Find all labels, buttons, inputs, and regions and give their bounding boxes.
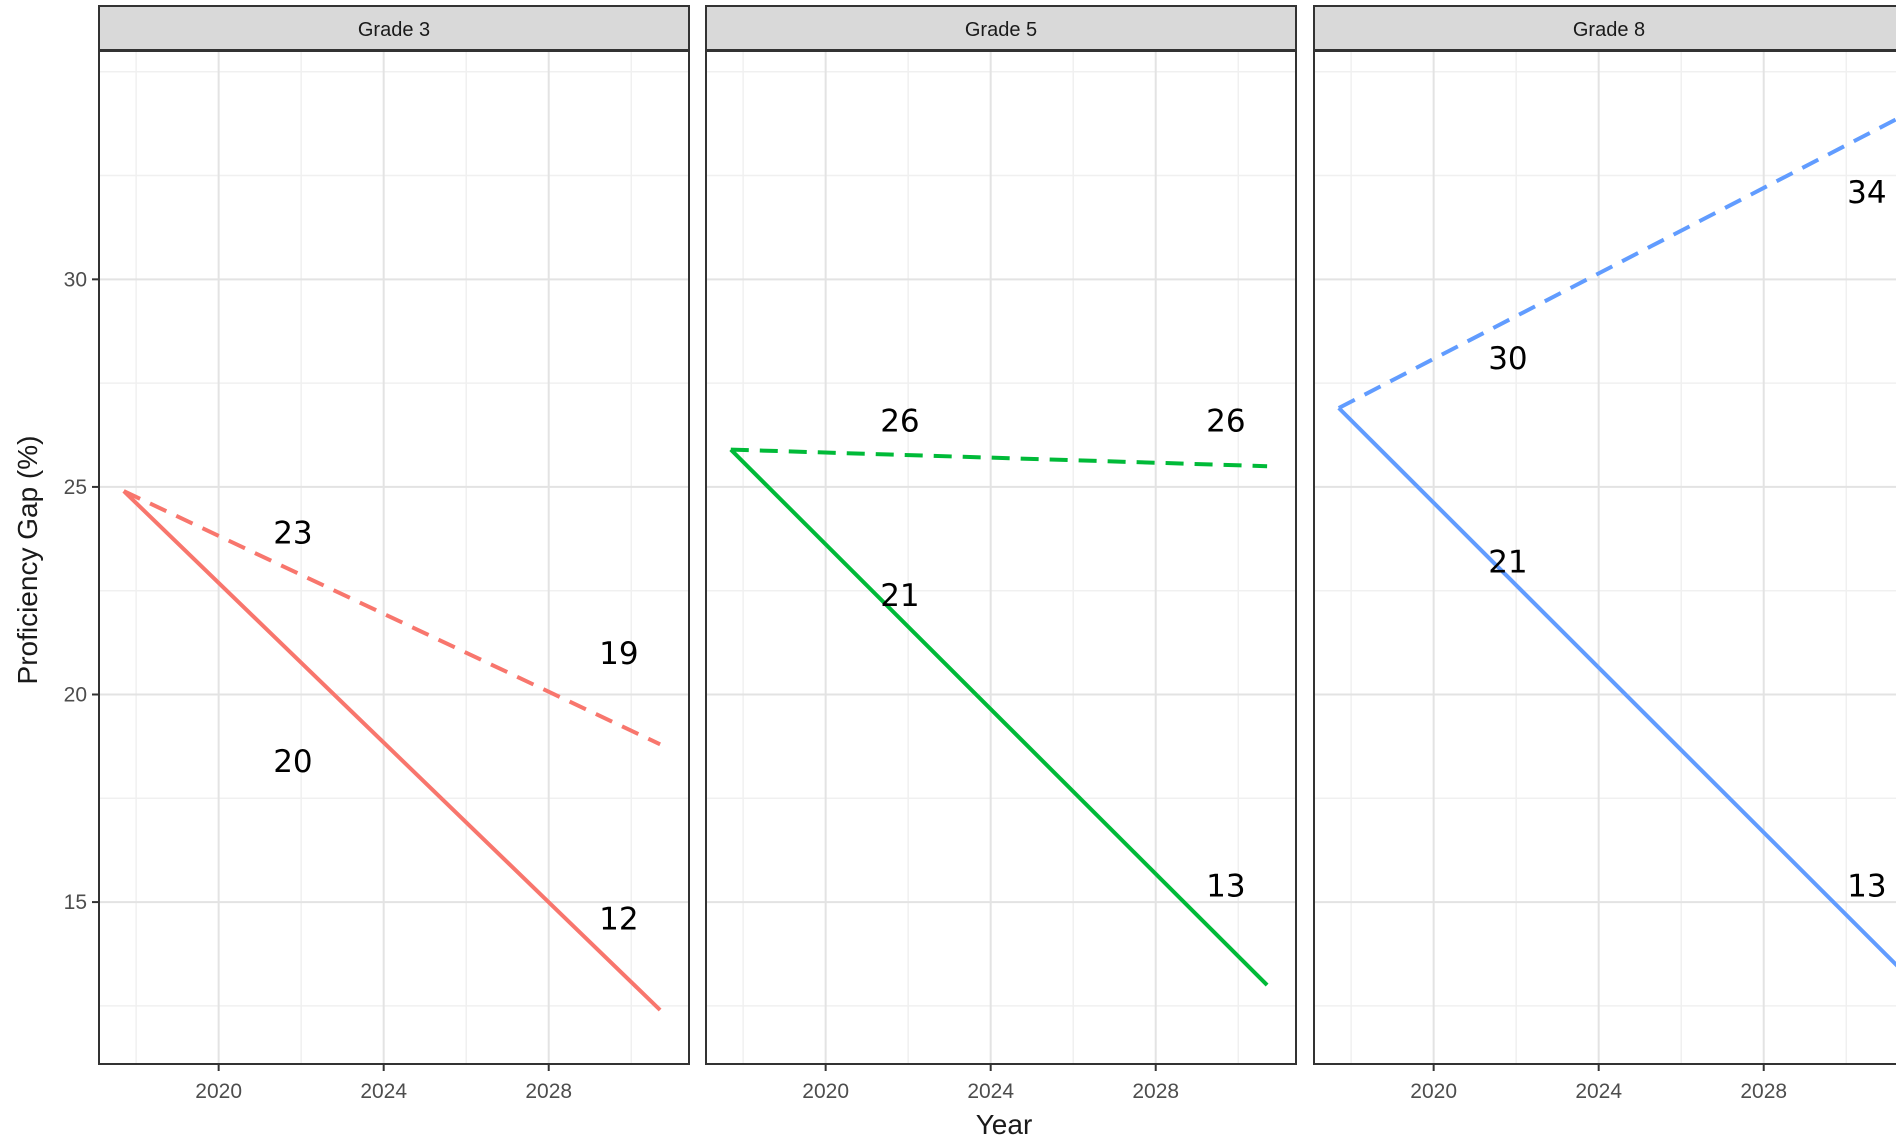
series-line-solid [729,448,1269,987]
data-label: 20 [273,744,312,780]
plot-background [706,51,1296,1064]
data-label: 34 [1847,175,1886,211]
panel-grade-8: Grade 8 30 34 21 13 2020 2024 2028 [1313,5,1896,1103]
panel-border [705,50,1297,1065]
y-tick-label: 15 [64,891,87,914]
chart-panels: Grade 3 23 19 20 12 2020 2024 2028 Grade 5 26 26 21… [98,5,1896,1103]
plot-background [1314,51,1896,1064]
data-label: 21 [1488,545,1527,581]
x-tick-label: 2024 [967,1080,1014,1103]
series-line-dashed [730,447,1268,469]
data-label: 12 [599,902,638,938]
panel-grade-5: Grade 5 26 26 21 13 2020 2024 2028 [705,5,1297,1103]
facet-strip-label: Grade 8 [1573,19,1645,41]
x-tick-label: 2020 [195,1080,242,1103]
x-tick-label: 2028 [1740,1080,1787,1103]
y-tick-label: 25 [64,476,87,499]
facet-strip-label: Grade 5 [965,19,1037,41]
data-label: 26 [1206,403,1245,439]
panel-border [98,50,690,1065]
facet-strip [1313,5,1896,51]
panel-grade-3: Grade 3 23 19 20 12 2020 2024 2028 [98,5,690,1103]
x-tick-label: 2020 [802,1080,849,1103]
y-axis-label: Proficiency Gap (%) [12,436,43,685]
y-tick-label: 30 [64,268,87,291]
x-axis-label: Year [976,1109,1033,1140]
x-tick-label: 2028 [1132,1080,1179,1103]
data-label: 21 [880,578,919,614]
data-label: 30 [1488,341,1527,377]
data-label: 26 [880,403,919,439]
data-label: 19 [599,636,638,672]
x-tick-label: 2024 [360,1080,407,1103]
x-tick-label: 2028 [525,1080,572,1103]
x-tick-label: 2020 [1410,1080,1457,1103]
data-label: 23 [273,516,312,552]
series-line-dashed [122,489,661,747]
facet-strip [98,5,690,51]
y-tick-label: 20 [64,684,87,707]
data-label: 13 [1206,868,1245,904]
series-line-dashed [1337,117,1896,410]
data-label: 13 [1847,868,1886,904]
x-tick-label: 2024 [1575,1080,1622,1103]
plot-background [99,51,689,1064]
y-axis: 15 20 25 30 [64,268,99,914]
facet-strip-label: Grade 3 [358,19,430,41]
panel-border [1313,50,1896,1065]
series-line-solid [122,489,662,1012]
series-line-solid [1337,406,1896,968]
